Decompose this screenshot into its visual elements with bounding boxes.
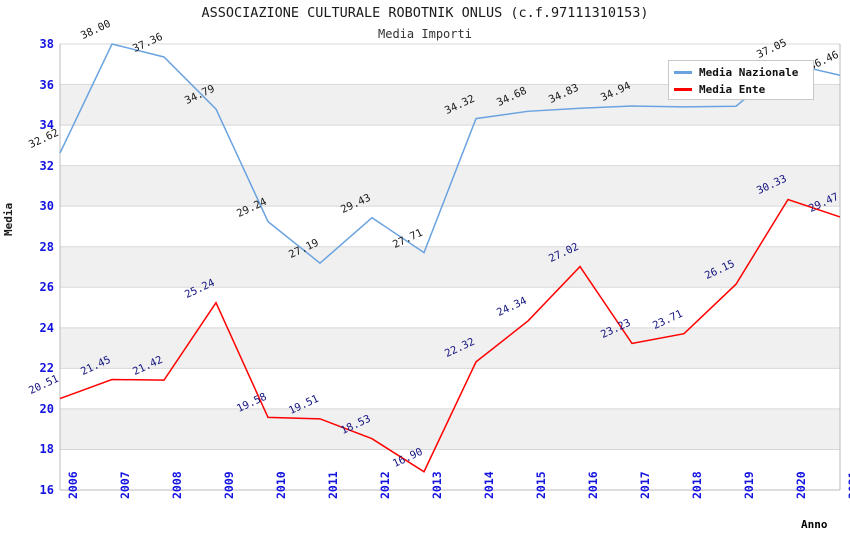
chart-subtitle: Media Importi [378,27,472,41]
x-tick-label: 2015 [534,471,548,499]
x-tick-label: 2013 [430,471,444,499]
x-tick-label: 2016 [586,471,600,499]
legend-label-nazionale: Media Nazionale [699,66,799,79]
x-tick-label: 2019 [742,471,756,499]
y-axis-title: Media [2,202,15,236]
x-tick-label: 2009 [222,471,236,499]
y-tick-label: 38 [39,37,54,51]
legend-item-nazionale[interactable]: Media Nazionale [674,64,808,81]
x-tick-label: 2018 [690,471,704,499]
y-tick-label: 20 [39,401,54,416]
y-tick-label: 24 [39,320,54,335]
y-tick-label: 28 [39,239,54,254]
y-axis-ticks: 16 18 20 22 24 26 28 30 32 34 36 38 [22,0,54,550]
legend-label-ente: Media Ente [699,83,766,96]
y-tick-label: 32 [39,158,54,173]
legend-swatch-nazionale [674,71,692,74]
x-tick-label: 2012 [378,471,392,499]
chart-title: ASSOCIAZIONE CULTURALE ROBOTNIK ONLUS (c… [201,5,649,21]
y-tick-label: 36 [39,77,54,92]
x-tick-label: 2017 [638,471,652,499]
legend-swatch-ente [674,88,692,91]
y-tick-label: 18 [39,442,54,457]
legend-item-ente[interactable]: Media Ente [674,81,808,98]
chart-legend: Media Nazionale Media Ente [668,60,814,100]
y-tick-label: 34 [39,118,54,133]
y-tick-label: 30 [39,199,54,214]
x-tick-label: 2011 [326,471,340,499]
x-tick-label: 2020 [794,471,808,499]
x-tick-label: 2014 [482,471,496,499]
x-tick-label: 2007 [118,471,132,499]
x-tick-label: 2006 [66,471,80,499]
x-tick-label: 2010 [274,471,288,499]
y-tick-label: 16 [39,483,54,497]
y-tick-label: 22 [39,361,54,376]
x-tick-label: 2008 [170,471,184,499]
x-tick-label: 2021 [846,471,850,499]
x-axis-title: Anno [801,518,828,531]
y-tick-label: 26 [39,280,54,295]
